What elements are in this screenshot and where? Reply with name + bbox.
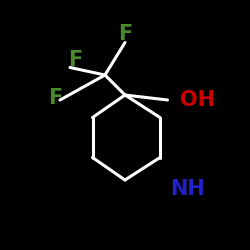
Text: F: F — [48, 88, 62, 108]
Text: OH: OH — [180, 90, 215, 110]
Text: F: F — [118, 24, 132, 44]
Text: F: F — [68, 50, 82, 70]
Text: NH: NH — [170, 179, 205, 199]
